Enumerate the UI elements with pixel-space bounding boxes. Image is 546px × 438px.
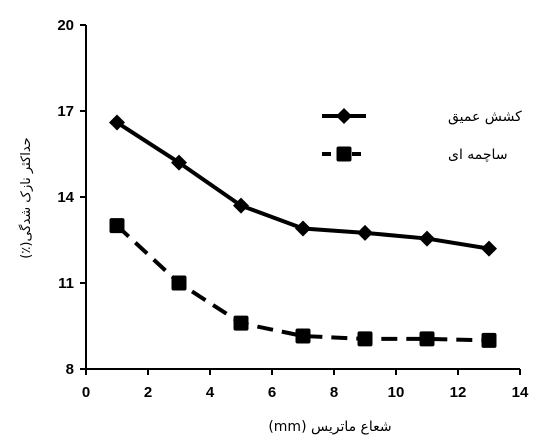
data-point-diamond: [109, 114, 125, 131]
axes: [85, 25, 520, 370]
x-tick-label: 6: [268, 384, 276, 401]
x-tick-label: 10: [388, 384, 405, 401]
data-point-square: [233, 315, 249, 331]
data-point-diamond: [336, 108, 352, 124]
data-point-square: [109, 218, 125, 234]
x-ticks: 0 2 4 6 8 10 12 14: [82, 369, 529, 401]
legend-item: کشش عمیق: [322, 108, 522, 125]
data-point-diamond: [233, 197, 249, 214]
x-tick-label: 8: [330, 384, 338, 401]
legend-item: ساچمه ای: [322, 146, 508, 163]
data-point-diamond: [295, 220, 311, 237]
data-point-square: [357, 331, 373, 347]
y-ticks: 8 11 14 17 20: [57, 17, 86, 378]
x-tick-label: 2: [144, 384, 152, 401]
x-tick-label: 14: [512, 384, 529, 401]
y-tick-label: 20: [57, 17, 74, 34]
legend-label: کشش عمیق: [448, 109, 522, 125]
y-tick-label: 11: [58, 275, 74, 292]
legend: کشش عمیق ساچمه ای: [322, 108, 522, 163]
data-point-square: [295, 328, 311, 344]
data-point-square: [419, 331, 435, 347]
data-point-square: [171, 275, 187, 291]
x-tick-label: 4: [206, 384, 215, 401]
x-tick-label: 12: [450, 384, 467, 401]
x-axis-label: شعاع ماتریس (mm): [268, 419, 391, 435]
data-point-diamond: [357, 224, 373, 241]
data-point-diamond: [419, 230, 435, 247]
y-tick-label: 17: [57, 103, 74, 120]
series-2: [109, 218, 497, 348]
series-layer: [109, 114, 497, 348]
data-point-diamond: [481, 240, 497, 257]
series-1: [109, 114, 497, 257]
y-tick-label: 14: [57, 189, 74, 206]
x-tick-label: 0: [82, 384, 90, 401]
legend-label: ساچمه ای: [448, 147, 508, 163]
data-point-square: [336, 146, 352, 162]
data-point-diamond: [171, 154, 187, 171]
data-point-square: [481, 332, 497, 348]
y-axis-label: حداکثر نازک شدگی(٪): [18, 137, 34, 258]
y-tick-label: 8: [66, 361, 74, 378]
